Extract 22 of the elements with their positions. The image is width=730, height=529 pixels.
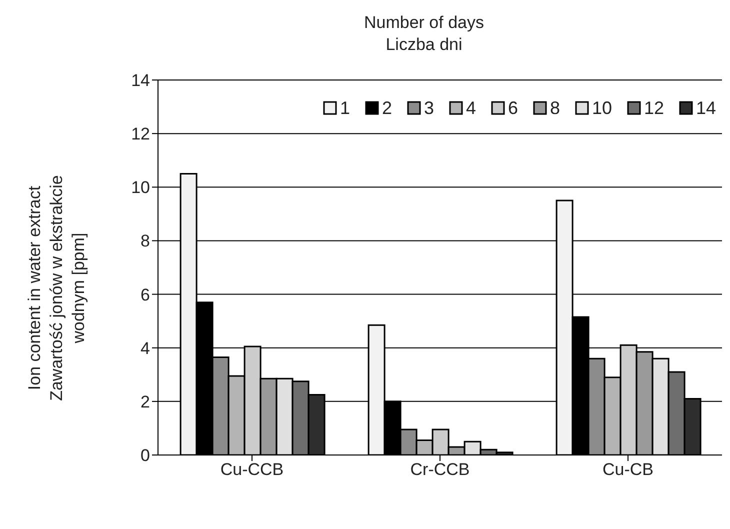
x-tick-label: Cr-CCB (410, 460, 470, 480)
x-tick-label: Cu-CCB (220, 460, 284, 480)
legend-label: 12 (644, 98, 664, 118)
y-tick-label: 2 (140, 392, 150, 412)
y-axis-title: Ion content in water extract Zawartość jonów w ekstrakcie wodnym [ppm] (24, 174, 89, 403)
y-tick-label: 0 (140, 446, 150, 466)
legend-label: 4 (466, 98, 476, 118)
y-tick-label: 14 (131, 71, 150, 90)
legend-label: 3 (424, 98, 434, 118)
legend-label: 1 (340, 98, 350, 118)
legend-title: Number of days Liczba dni (363, 12, 485, 56)
y-tick-label: 6 (140, 285, 150, 304)
y-tick-label: 4 (140, 338, 150, 358)
legend-label: 14 (696, 98, 716, 118)
x-tick-label: Cu-CB (602, 460, 654, 480)
legend-label: 10 (592, 98, 612, 118)
y-tick-label: 10 (131, 178, 150, 198)
legend-label: 8 (550, 98, 560, 118)
y-tick-label: 8 (140, 232, 150, 251)
legend-label: 6 (508, 98, 518, 118)
legend-label: 2 (382, 98, 392, 118)
y-tick-label: 12 (131, 124, 150, 144)
